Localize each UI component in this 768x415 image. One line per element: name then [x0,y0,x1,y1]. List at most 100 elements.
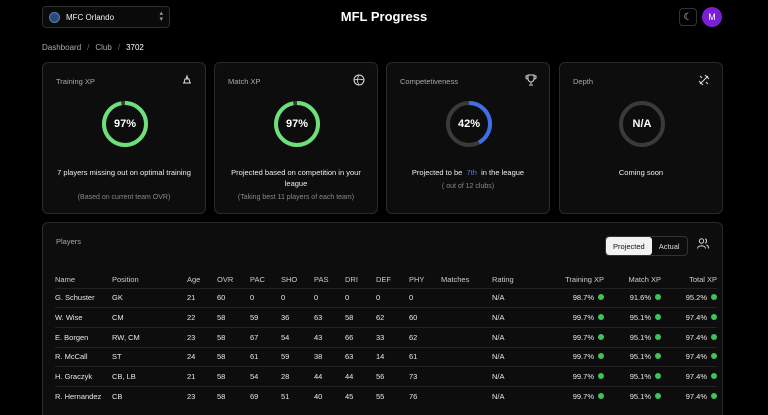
cell-pas: 0 [314,287,345,308]
cell-position: CB, LB [112,366,187,387]
cell-value: 54 [281,332,290,342]
cell-value: N/A [492,392,505,402]
cell-matches [441,326,492,348]
cell-value: N/A [492,352,505,362]
cell-phy: 76 [409,385,441,407]
status-dot-icon [598,393,604,400]
cell-value: 98.7% [572,293,594,303]
table-row[interactable]: R. Hernandez CB 23 58 69 51 40 45 55 76 N/A 99.7% 95… [55,385,717,407]
breadcrumb-club[interactable]: Club [95,43,112,52]
column-header[interactable]: Total XP [689,274,717,284]
cell-value: N/A [492,372,505,382]
cell-def: 33 [376,326,409,348]
column-header[interactable]: Age [187,274,201,284]
cell-value: 95.1% [629,392,651,402]
ring-fill [274,101,320,147]
progress-ring [274,101,320,147]
cell-total-xp: 95.2% [661,287,717,308]
cell-match-xp: 95.1% [604,385,661,407]
card-note: (Taking best 11 players of each team) [237,194,355,201]
players-title: Players [56,237,82,246]
column-header[interactable]: Matches [441,274,470,284]
cell-rating: N/A [492,326,536,348]
ring-value: 97% [113,118,137,130]
status-dot-icon [711,393,717,400]
column-header[interactable]: DEF [376,274,391,284]
cell-value: 56 [376,372,385,382]
cell-value: 60 [217,293,226,303]
cell-dri: 58 [345,307,376,328]
card-title: Depth [573,77,594,86]
table-row[interactable]: E. Borgen RW, CM 23 58 67 54 43 66 33 62 N/A 99.7% 9… [55,326,717,348]
cell-age: 23 [187,385,217,407]
cell-value: 22 [187,313,196,323]
club-selector[interactable]: MFC Orlando ▴ ▾ [42,6,170,28]
cell-value: 58 [217,313,226,323]
table-row[interactable]: W. Wise CM 22 58 59 36 63 58 62 60 N/A 99.7% 95.1% 97… [55,307,717,328]
column-header[interactable]: PAC [250,274,265,284]
cell-sho: 28 [281,366,314,387]
column-header[interactable]: OVR [217,274,234,284]
cell-position: CB [112,385,187,407]
avatar[interactable]: M [702,7,722,27]
column-header[interactable]: PHY [409,274,425,284]
moon-icon: ☾ [683,11,693,23]
cell-value: 58 [217,392,226,402]
cell-dri: 45 [345,385,376,407]
cell-pas: 44 [314,366,345,387]
projection-toggle: Projected Actual [605,236,688,256]
cell-value: G. Schuster [55,293,95,303]
cell-match-xp: 91.6% [604,287,661,308]
cell-matches [441,346,492,367]
table-row[interactable]: H. Graczyk CB, LB 21 58 54 28 44 44 56 73 N/A 99.7%… [55,366,717,387]
cell-name: H. Graczyk [55,366,112,387]
column-header[interactable]: PAS [314,274,329,284]
breadcrumb-current: 3702 [126,43,144,52]
league-rank: 7th [466,168,477,177]
progress-ring [619,101,665,147]
breadcrumb: Dashboard / Club / 3702 [42,43,144,52]
table-row[interactable]: R. McCall ST 24 58 61 59 38 63 14 61 N/A 99.7% 95.1%… [55,346,717,367]
column-header[interactable]: Rating [492,274,514,284]
cell-value: 38 [314,352,323,362]
column-header[interactable]: Name [55,274,76,284]
cell-sho: 0 [281,287,314,308]
status-dot-icon [655,373,661,380]
cell-matches [441,385,492,407]
cell-value: CM [112,313,124,323]
cell-def: 55 [376,385,409,407]
status-dot-icon [655,393,661,400]
projected-toggle-button[interactable]: Projected [606,237,652,255]
cell-name: G. Schuster [55,287,112,308]
cell-rating: N/A [492,346,536,367]
breadcrumb-dashboard[interactable]: Dashboard [42,43,82,52]
cell-match-xp: 95.1% [604,346,661,367]
cell-training-xp: 99.7% [536,326,604,348]
cell-match-xp: 95.1% [604,366,661,387]
column-header[interactable]: Match XP [628,274,661,284]
theme-toggle-button[interactable]: ☾ [679,8,697,26]
cell-value: CB [112,392,123,402]
cell-sho: 59 [281,346,314,367]
chevron-updown-icon: ▴ ▾ [159,10,163,23]
cell-value: 23 [187,332,196,342]
cell-name: R. Hernandez [55,385,112,407]
cell-value: 73 [409,372,418,382]
column-header[interactable]: SHO [281,274,298,284]
cell-training-xp: 99.7% [536,307,604,328]
column-header[interactable]: Position [112,274,139,284]
cell-value: 36 [281,313,290,323]
cell-total-xp: 97.4% [661,385,717,407]
users-icon[interactable] [697,238,709,252]
cell-value: 95.1% [629,332,651,342]
cell-pac: 0 [250,287,281,308]
column-header[interactable]: Training XP [565,274,604,284]
ring-fill [102,101,148,147]
cell-def: 0 [376,287,409,308]
table-row[interactable]: G. Schuster GK 21 60 0 0 0 0 0 0 N/A 98.7% 91.6% 95.2… [55,287,717,308]
column-header[interactable]: DRI [345,274,358,284]
actual-toggle-button[interactable]: Actual [658,241,680,251]
cell-training-xp: 98.7% [536,287,604,308]
cell-pas: 40 [314,385,345,407]
cell-age: 22 [187,307,217,328]
